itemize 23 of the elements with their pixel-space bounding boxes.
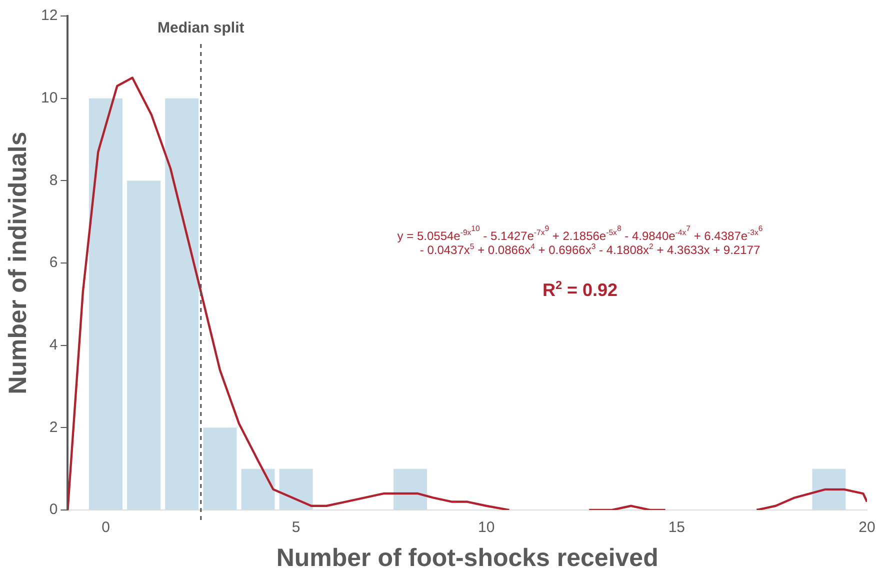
x-tick-label: 15 [668, 519, 686, 536]
y-tick-label: 0 [49, 501, 58, 518]
y-tick-label: 12 [40, 7, 58, 24]
ref-line-label: Median split [158, 20, 244, 37]
bar [394, 468, 427, 510]
bar [89, 98, 122, 510]
bar [279, 468, 313, 510]
y-tick-label: 8 [49, 172, 58, 189]
y-tick-label: 6 [49, 254, 58, 272]
bar [165, 98, 199, 510]
x-axis-title: Number of foot-shocks received [276, 544, 658, 572]
x-tick-label: 10 [478, 519, 495, 536]
bar [203, 428, 237, 510]
bar [127, 180, 161, 510]
y-tick-label: 4 [49, 336, 58, 354]
y-tick-label: 2 [49, 418, 58, 436]
bar [812, 468, 846, 510]
x-tick-label: 5 [292, 519, 300, 536]
x-tick-label: 20 [858, 519, 876, 536]
x-tick-label: 0 [102, 519, 110, 536]
y-tick-label: 10 [40, 89, 58, 106]
y-axis-title: Number of individuals [4, 132, 32, 394]
bar [241, 468, 275, 510]
